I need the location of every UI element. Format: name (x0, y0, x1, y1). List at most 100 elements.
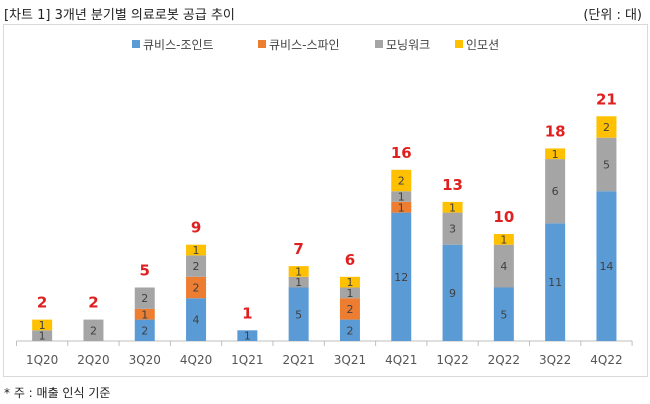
bar-segment (288, 276, 309, 288)
data-label: 2 (141, 324, 148, 337)
data-label: 1 (193, 244, 200, 257)
bar-segment (545, 223, 566, 341)
bar-segment (391, 169, 412, 192)
bar-segment (339, 276, 360, 288)
legend-label: 인모션 (466, 38, 499, 52)
x-tick-label: 3Q22 (539, 353, 571, 367)
data-label: 5 (500, 308, 507, 321)
x-tick-label: 2Q20 (77, 353, 109, 367)
x-tick-label: 4Q21 (385, 353, 417, 367)
chart-title: [차트 1] 3개년 분기별 의료로봇 공급 추이 (4, 8, 235, 23)
data-label: 4 (193, 314, 200, 327)
data-label: 4 (500, 260, 507, 273)
total-label: 1 (242, 304, 252, 322)
bar-segment (32, 330, 53, 341)
bar-segment (391, 201, 412, 213)
legend-swatch (132, 40, 140, 48)
bar-segment (288, 287, 309, 341)
total-label: 16 (391, 144, 412, 162)
data-label: 2 (193, 282, 200, 295)
data-label: 6 (552, 185, 559, 198)
x-tick-label: 4Q22 (590, 353, 622, 367)
data-label: 5 (603, 158, 610, 171)
x-tick-label: 1Q20 (26, 353, 58, 367)
bar-segment (134, 308, 155, 320)
total-label: 5 (140, 262, 150, 280)
total-label: 7 (293, 240, 303, 258)
bar-segment (596, 137, 617, 192)
bar-segment (186, 298, 207, 341)
x-tick-label: 1Q21 (231, 353, 263, 367)
legend-label: 큐비스-스파인 (269, 38, 340, 52)
unit-label: (단위 : 대) (583, 8, 642, 23)
bar-segment (83, 319, 104, 341)
data-label: 3 (449, 223, 456, 236)
footnote: * 주 : 매출 인식 기준 (4, 386, 111, 400)
bar-segment (134, 319, 155, 341)
total-label: 13 (442, 176, 463, 194)
data-label: 1 (552, 148, 559, 161)
legend-swatch (455, 40, 463, 48)
bar-segment (493, 244, 514, 288)
legend-label: 모닝워크 (386, 38, 430, 52)
total-label: 6 (345, 251, 355, 269)
data-label: 2 (90, 324, 97, 337)
data-label: 1 (295, 276, 302, 289)
x-tick-label: 1Q22 (436, 353, 468, 367)
bar-segment (186, 276, 207, 299)
data-label: 1 (449, 201, 456, 214)
legend-label: 큐비스-조인트 (143, 38, 214, 52)
data-label: 1 (244, 330, 251, 343)
legend-swatch (258, 40, 266, 48)
bar-segment (339, 287, 360, 299)
data-label: 2 (398, 175, 405, 188)
data-label: 1 (346, 276, 353, 289)
total-label: 2 (37, 294, 47, 312)
bar-segment (186, 255, 207, 277)
total-label: 21 (596, 90, 617, 108)
bar-segment (442, 212, 463, 245)
bar-segment (134, 287, 155, 309)
bar-segment (442, 201, 463, 213)
data-label: 1 (398, 191, 405, 204)
data-label: 1 (39, 330, 46, 343)
data-label: 1 (295, 265, 302, 278)
total-label: 2 (88, 294, 98, 312)
data-label: 1 (500, 233, 507, 246)
bar-segment (237, 330, 258, 341)
bar-segment (545, 148, 566, 160)
data-label: 1 (39, 319, 46, 332)
data-label: 9 (449, 287, 456, 300)
data-label: 2 (346, 324, 353, 337)
bar-segment (596, 191, 617, 341)
chart-frame (3, 24, 648, 377)
data-label: 11 (548, 276, 562, 289)
x-tick-label: 3Q20 (129, 353, 161, 367)
bar-segment (391, 212, 412, 341)
x-tick-label: 3Q21 (334, 353, 366, 367)
total-label: 18 (545, 122, 566, 140)
bar-segment (545, 159, 566, 224)
data-label: 5 (295, 308, 302, 321)
x-tick-label: 2Q22 (488, 353, 520, 367)
x-tick-label: 4Q20 (180, 353, 212, 367)
data-label: 1 (398, 201, 405, 214)
data-label: 2 (603, 121, 610, 134)
data-label: 2 (141, 292, 148, 305)
bar-segment (32, 319, 53, 331)
bar-segment (186, 244, 207, 256)
bar-segment (391, 191, 412, 202)
bar-segment (493, 234, 514, 245)
bar-segment (339, 319, 360, 341)
data-label: 2 (346, 303, 353, 316)
data-label: 12 (394, 271, 408, 284)
legend-swatch (375, 40, 383, 48)
bar-segment (442, 244, 463, 341)
bar-segment (596, 116, 617, 138)
bar-segment (493, 287, 514, 341)
data-label: 14 (599, 260, 613, 273)
data-label: 1 (346, 287, 353, 300)
data-label: 2 (193, 260, 200, 273)
